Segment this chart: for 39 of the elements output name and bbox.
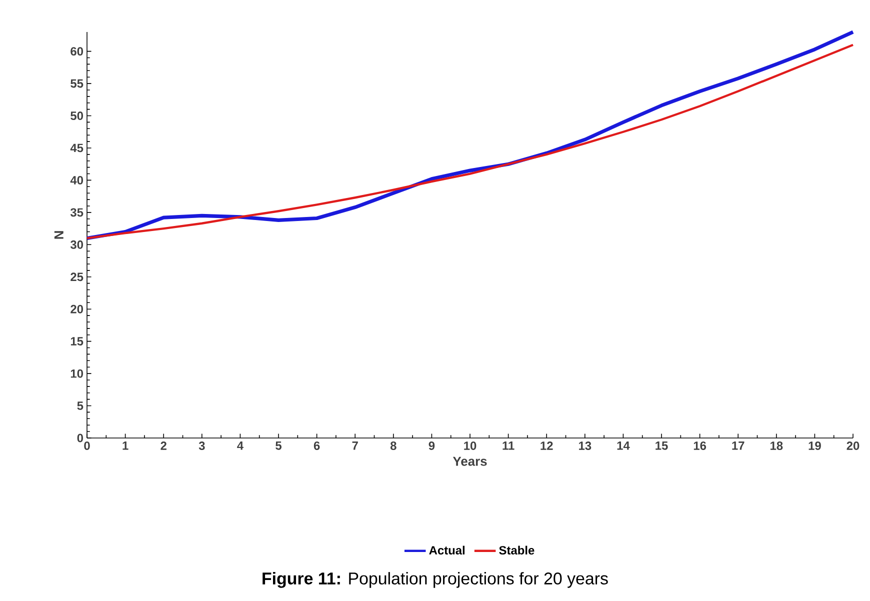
x-tick-label: 0 [84,442,90,450]
x-tick-label: 1 [122,442,128,450]
x-tick-label: 5 [276,442,282,450]
y-tick-label: 35 [70,208,84,217]
x-tick-label: 15 [656,442,668,450]
y-tick-label: 25 [70,272,84,282]
x-tick-label: 4 [237,442,244,450]
y-tick-label: 5 [77,402,84,410]
x-tick-label: 14 [617,442,630,450]
x-tick-label: 17 [732,442,744,450]
y-tick-label: 55 [70,79,84,88]
x-tick-label: 2 [160,442,166,450]
y-tick-label: 30 [70,240,83,249]
x-tick-label: 19 [808,442,821,450]
x-tick-label: 10 [464,442,476,450]
x-tick-label: 3 [198,442,205,450]
y-tick-label: 45 [70,144,84,152]
x-tick-label: 9 [428,442,435,450]
legend-label: Stable [499,546,534,555]
x-tick-label: 12 [540,442,553,450]
x-tick-label: 6 [314,442,320,450]
x-tick-label: 18 [770,442,783,450]
legend-label: Actual [429,546,464,555]
x-tick-label: 7 [352,442,358,450]
y-tick-label: 0 [77,434,83,442]
y-axis-title: N [54,231,64,239]
x-tick-label: 20 [846,442,860,450]
y-tick-label: 40 [70,176,83,184]
x-tick-label: 8 [390,442,396,450]
x-tick-label: 16 [694,442,706,450]
y-tick-label: 10 [70,369,83,378]
x-tick-label: 11 [502,442,514,450]
y-tick-label: 60 [70,47,83,56]
y-tick-label: 15 [70,337,84,346]
x-axis-title: Years [452,456,487,466]
text: Figure 11: Population projections for 20 years [262,572,608,588]
y-tick-label: 20 [70,304,83,314]
x-tick-label: 13 [579,442,592,450]
y-tick-label: 50 [70,112,83,120]
